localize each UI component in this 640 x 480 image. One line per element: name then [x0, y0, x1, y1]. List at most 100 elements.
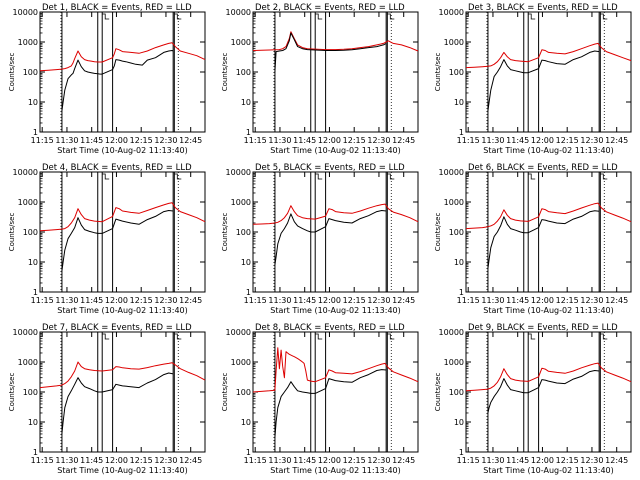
y-tick-label: 10000	[439, 328, 464, 337]
events-series-line	[61, 210, 174, 272]
x-tick-label: 11:30	[268, 136, 291, 145]
x-tick-label: 11:15	[244, 136, 267, 145]
x-tick-label: 11:15	[31, 136, 54, 145]
x-axis-label: Start Time (10-Aug-02 11:13:40)	[483, 146, 614, 155]
x-tick-label: 12:15	[556, 136, 579, 145]
x-tick-label: 11:45	[506, 456, 529, 465]
x-tick-label: 12:30	[367, 456, 390, 465]
x-tick-label: 12:00	[105, 296, 128, 305]
detector-panel-8: Det 8, BLACK = Events, RED = LLD 1 10 100 10…	[221, 323, 419, 475]
lld-series-line	[39, 42, 206, 72]
y-tick-label: 10	[28, 98, 38, 107]
panel-title: Det 9, BLACK = Events, RED = LLD	[468, 323, 618, 333]
y-tick-label: 1	[33, 448, 38, 457]
x-tick-label: 12:00	[531, 136, 554, 145]
x-tick-label: 12:30	[367, 136, 390, 145]
boundary-step-mark	[174, 333, 182, 340]
x-tick-label: 12:45	[392, 456, 415, 465]
x-tick-label: 12:15	[130, 136, 153, 145]
y-tick-label: 1000	[444, 198, 464, 207]
x-tick-label: 11:45	[80, 456, 103, 465]
y-axis-label: Counts/sec	[8, 53, 16, 92]
detector-panel-7: Det 7, BLACK = Events, RED = LLD 1 10 100 10…	[8, 323, 206, 475]
y-tick-label: 10	[241, 418, 251, 427]
x-tick-label: 12:15	[343, 456, 366, 465]
x-tick-label: 11:15	[244, 296, 267, 305]
y-axis-label: Counts/sec	[221, 213, 229, 252]
x-tick-label: 11:15	[457, 456, 480, 465]
y-tick-label: 1000	[444, 38, 464, 47]
boundary-step-mark	[600, 173, 608, 180]
events-series-line	[61, 50, 174, 112]
x-tick-label: 11:30	[481, 136, 504, 145]
x-tick-label: 12:00	[531, 456, 554, 465]
plot-frame	[39, 11, 206, 133]
y-tick-label: 10000	[13, 168, 38, 177]
x-tick-label: 12:45	[179, 296, 202, 305]
y-tick-label: 10	[241, 98, 251, 107]
y-tick-label: 10000	[13, 328, 38, 337]
panel-title: Det 2, BLACK = Events, RED = LLD	[255, 3, 405, 13]
plot-frame	[39, 171, 206, 293]
plot-frame	[465, 331, 632, 453]
plot-frame	[39, 331, 206, 453]
y-tick-label: 1	[459, 448, 464, 457]
y-tick-label: 1	[246, 128, 251, 137]
y-tick-label: 10	[454, 258, 464, 267]
boundary-step-mark	[528, 333, 536, 340]
boundary-step-mark	[102, 13, 110, 20]
boundary-step-mark	[387, 173, 395, 180]
y-tick-label: 10000	[226, 328, 251, 337]
x-tick-label: 12:15	[343, 136, 366, 145]
y-tick-label: 1	[459, 288, 464, 297]
x-tick-label: 12:30	[154, 296, 177, 305]
boundary-step-mark	[600, 333, 608, 340]
x-tick-label: 12:45	[392, 296, 415, 305]
plot-frame	[465, 11, 632, 133]
events-series-line	[487, 50, 600, 112]
y-tick-label: 1000	[18, 198, 38, 207]
x-tick-label: 11:45	[293, 136, 316, 145]
panel-title: Det 5, BLACK = Events, RED = LLD	[255, 163, 405, 173]
boundary-step-mark	[102, 173, 110, 180]
lld-series-line	[252, 31, 419, 52]
y-tick-label: 10000	[439, 8, 464, 17]
y-tick-label: 100	[23, 68, 38, 77]
y-axis-label: Counts/sec	[8, 213, 16, 252]
y-tick-label: 10	[28, 258, 38, 267]
x-axis-label: Start Time (10-Aug-02 11:13:40)	[483, 306, 614, 315]
x-tick-label: 12:45	[605, 296, 628, 305]
lld-series-line	[465, 42, 632, 69]
y-tick-label: 100	[449, 228, 464, 237]
x-tick-label: 11:45	[80, 136, 103, 145]
x-tick-label: 11:30	[481, 456, 504, 465]
y-tick-label: 100	[23, 228, 38, 237]
events-series-line	[61, 372, 174, 434]
y-tick-label: 1000	[231, 358, 251, 367]
x-tick-label: 12:00	[318, 296, 341, 305]
boundary-step-mark	[315, 13, 323, 20]
x-tick-label: 12:45	[179, 136, 202, 145]
boundary-step-mark	[528, 13, 536, 20]
x-tick-label: 11:30	[268, 456, 291, 465]
x-tick-label: 12:45	[605, 136, 628, 145]
y-tick-label: 100	[236, 388, 251, 397]
x-axis-label: Start Time (10-Aug-02 11:13:40)	[270, 306, 401, 315]
x-tick-label: 11:45	[506, 136, 529, 145]
plot-frame	[465, 171, 632, 293]
y-tick-label: 100	[236, 68, 251, 77]
y-axis-label: Counts/sec	[221, 373, 229, 412]
x-tick-label: 11:15	[244, 456, 267, 465]
x-tick-label: 11:45	[506, 296, 529, 305]
x-tick-label: 12:15	[556, 296, 579, 305]
x-tick-label: 11:30	[55, 456, 78, 465]
boundary-step-mark	[174, 13, 182, 20]
x-tick-label: 11:15	[457, 296, 480, 305]
x-tick-label: 11:30	[55, 296, 78, 305]
y-tick-label: 10	[28, 418, 38, 427]
x-tick-label: 12:30	[580, 456, 603, 465]
x-axis-label: Start Time (10-Aug-02 11:13:40)	[57, 146, 188, 155]
boundary-step-mark	[528, 173, 536, 180]
x-tick-label: 12:45	[179, 456, 202, 465]
